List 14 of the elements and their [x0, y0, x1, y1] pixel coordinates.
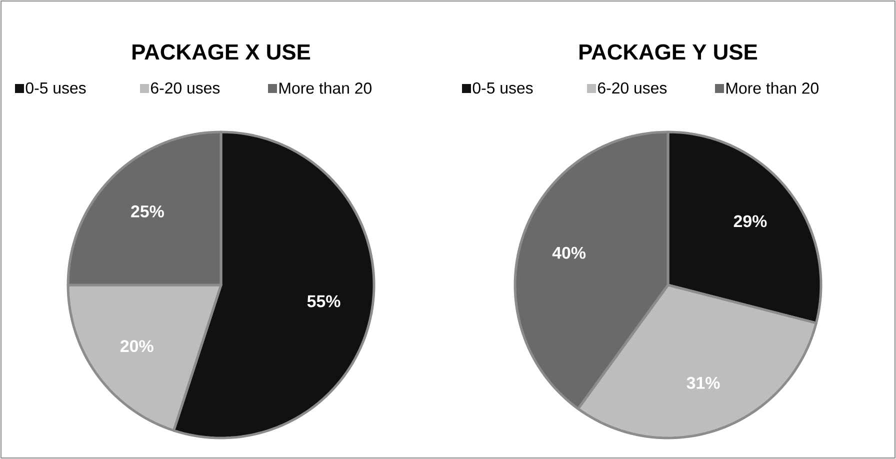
data-label: 20% [120, 340, 154, 352]
data-label: 25% [131, 205, 164, 218]
chart-title: PACKAGE X USE [132, 44, 310, 60]
legend-label: 6-20 uses [598, 82, 667, 94]
legend-label: 0-5 uses [26, 82, 86, 94]
chart-title: PACKAGE Y USE [580, 44, 758, 60]
data-label: 29% [734, 215, 767, 228]
data-label: 31% [686, 376, 720, 389]
data-label: 40% [552, 246, 586, 259]
data-label: 55% [307, 295, 340, 308]
legend-label: 0-5 uses [472, 82, 533, 94]
legend-label: 6-20 uses [151, 82, 220, 94]
legend-label: More than 20 [280, 82, 372, 94]
legend-label: More than 20 [726, 82, 818, 94]
